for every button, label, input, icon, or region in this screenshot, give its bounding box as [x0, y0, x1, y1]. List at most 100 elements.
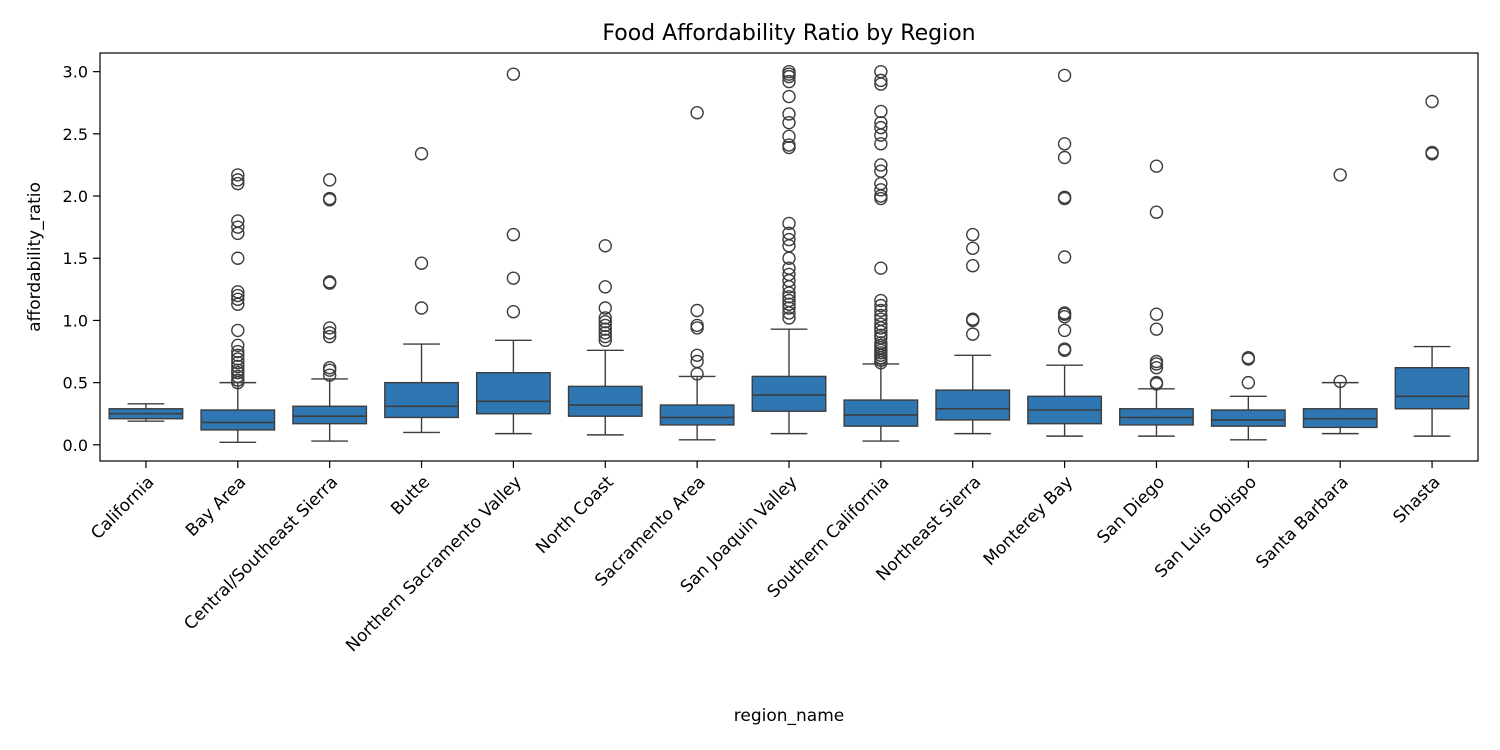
x-tick-label: Santa Barbara: [1252, 472, 1353, 573]
outlier-point: [231, 356, 245, 370]
outlier-point: [1149, 354, 1164, 369]
outlier-point: [322, 326, 337, 340]
outlier-point: [782, 74, 796, 89]
y-axis-label: affordability_ratio: [25, 182, 45, 332]
outlier-point: [231, 323, 245, 338]
outlier-point: [231, 176, 245, 191]
outlier-point: [322, 191, 337, 206]
outlier-point: [966, 259, 980, 273]
outlier-point: [231, 288, 245, 303]
outlier-point: [322, 275, 337, 289]
box-iqr: [935, 389, 1011, 421]
outlier-point: [874, 158, 888, 172]
outlier-point: [690, 303, 704, 318]
outlier-point: [874, 308, 888, 323]
outlier-point: [782, 226, 796, 241]
y-tick-label: 2.0: [63, 187, 88, 206]
x-tick-label: Central/Southeast Sierra: [180, 472, 342, 634]
outlier-point: [874, 317, 888, 331]
outlier-point: [1057, 190, 1072, 204]
outlier-point: [231, 168, 245, 182]
outlier-point: [598, 301, 612, 315]
outlier-point: [690, 354, 704, 369]
y-tick-label: 2.5: [63, 125, 88, 144]
outlier-point: [874, 183, 888, 197]
outlier-point: [782, 261, 796, 275]
outlier-point: [231, 344, 245, 359]
outlier-point: [690, 318, 704, 333]
outlier-point: [231, 338, 245, 353]
outlier-point: [414, 256, 429, 270]
x-tick-label: San Luis Obispo: [1151, 472, 1261, 582]
outlier-point: [231, 220, 245, 234]
outlier-point: [506, 227, 521, 242]
outlier-point: [782, 64, 796, 79]
outlier-point: [506, 67, 521, 81]
outlier-point: [782, 107, 796, 121]
box-iqr: [384, 381, 459, 419]
box-iqr: [1394, 367, 1470, 410]
outlier-point: [322, 361, 337, 375]
outlier-point: [782, 138, 796, 152]
outlier-point: [1241, 351, 1256, 365]
outlier-point: [874, 120, 888, 135]
outlier-point: [598, 314, 612, 329]
outlier-point: [966, 312, 980, 326]
x-tick-label: Bay Area: [182, 472, 250, 540]
outlier-point: [598, 326, 612, 340]
outlier-point: [231, 251, 245, 265]
outlier-point: [1057, 150, 1072, 165]
outlier-point: [1149, 375, 1164, 390]
x-tick-label: Shasta: [1389, 472, 1444, 527]
x-tick-label: Monterey Bay: [980, 472, 1077, 569]
outlier-point: [966, 327, 980, 341]
y-tick-label: 3.0: [63, 63, 88, 82]
outlier-point: [231, 173, 245, 187]
outlier-point: [1241, 375, 1256, 390]
outlier-point: [782, 216, 796, 231]
outlier-point: [1425, 94, 1439, 109]
outlier-point: [598, 318, 612, 333]
box-iqr: [200, 409, 276, 431]
outlier-point: [874, 64, 888, 79]
x-tick-label: California: [87, 472, 158, 543]
outlier-point: [506, 271, 521, 285]
outlier-point: [231, 352, 245, 366]
outlier-point: [506, 305, 521, 319]
box-iqr: [751, 375, 827, 412]
outlier-point: [874, 336, 888, 350]
outlier-point: [231, 292, 245, 306]
outlier-point: [874, 261, 888, 275]
outlier-point: [231, 285, 245, 299]
outlier-point: [690, 348, 704, 362]
outlier-point: [598, 333, 612, 348]
outlier-point: [874, 73, 888, 88]
outlier-point: [598, 311, 612, 325]
outlier-point: [231, 373, 245, 387]
outlier-point: [322, 321, 337, 335]
outlier-point: [782, 290, 796, 304]
outlier-point: [1149, 361, 1164, 375]
box-iqr: [292, 405, 368, 425]
box-iqr: [475, 371, 551, 415]
outlier-point: [782, 267, 796, 282]
chart-title: Food Affordability Ratio by Region: [602, 21, 975, 46]
outlier-point: [874, 115, 888, 130]
plot-area: 0.0 0.5 1.0 1.5 2.0 2.5 3.0 California Bay AreaC…: [63, 63, 1470, 656]
outlier-point: [1149, 322, 1164, 336]
y-tick-label: 0.5: [63, 374, 88, 393]
outlier-point: [322, 329, 337, 344]
outlier-point: [782, 89, 796, 104]
outlier-point: [1149, 159, 1164, 173]
outlier-point: [782, 129, 796, 144]
box-iqr: [843, 399, 919, 427]
outlier-point: [231, 348, 245, 362]
outlier-point: [1057, 306, 1072, 320]
outlier-point: [1149, 205, 1164, 219]
outlier-point: [598, 329, 612, 344]
outlier-point: [782, 115, 796, 130]
y-tick-label: 1.0: [63, 311, 88, 330]
outlier-point: [322, 173, 337, 187]
outlier-point: [414, 147, 429, 161]
outlier-point: [874, 303, 888, 318]
